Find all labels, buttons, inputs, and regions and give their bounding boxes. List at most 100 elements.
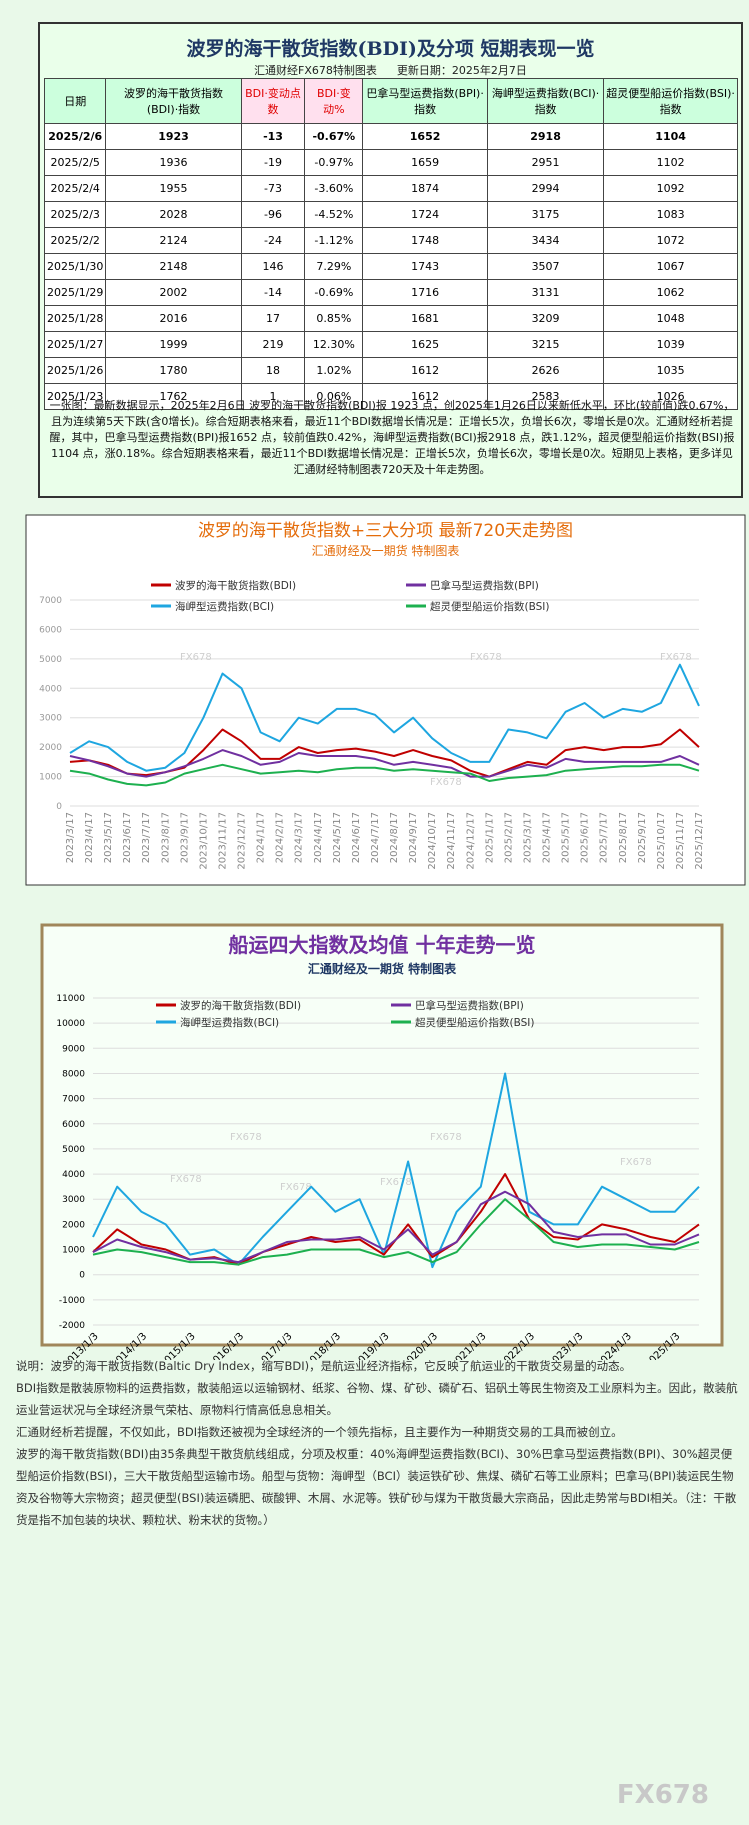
y-tick-label: 4000 [39, 684, 62, 694]
table-cell: 1762 [105, 383, 242, 410]
column-header: 超灵便型船运价指数(BSI)·指数 [603, 78, 738, 124]
x-tick-label: 2025/5/17 [561, 812, 572, 863]
chart-watermark: FX678 [620, 1157, 652, 1168]
summary-text: 一张图：最新数据显示，2025年2月6日 波罗的海干散货指数(BDI)报 192… [49, 399, 735, 476]
table-cell: 2025/2/6 [43, 123, 107, 150]
x-tick-label: 2023/9/17 [179, 812, 190, 863]
legend-label: 海岬型运费指数(BCI) [180, 1016, 279, 1029]
y-tick-label: 7000 [62, 1095, 85, 1105]
x-tick-label: 2025/2/17 [503, 812, 514, 863]
x-tick-label: 2024/1/17 [256, 812, 267, 863]
table-cell: 1026 [603, 383, 738, 410]
note: 汇通财经析若提醒，不仅如此，BDI指数还被视为全球经济的一个领先指标，且主要作为… [16, 1425, 623, 1439]
column-header: 波罗的海干散货指数(BDI)·指数 [105, 78, 242, 124]
series-line [69, 749, 700, 778]
table-row: 2025/1/28 2016 17 0.85% 1681 3209 1048 [43, 305, 738, 332]
chart-subtitle: 汇通财经及一期货 特制图表 [308, 961, 457, 976]
subtitle-line: 汇通财经FX678特制图表 更新日期：2025年2月7日 [40, 62, 741, 78]
chart-title: 船运四大指数及均值 十年走势一览 [229, 933, 536, 957]
data-table: 日期 波罗的海干散货指数(BDI)·指数 BDI·变动点数 BDI·变动% 巴拿马型运费… [43, 78, 738, 410]
table-cell: 3507 [486, 253, 605, 280]
chart-watermark: FX678 [170, 1174, 202, 1185]
x-tick-label: 2024/7/17 [370, 812, 381, 863]
table-title: 波罗的海干散货指数(BDI)及分项 短期表现一览 [186, 38, 595, 60]
table-cell: 1659 [362, 149, 488, 176]
summary-section: 波罗的海干散货指数(BDI)及分项 短期表现一览 汇通财经FX678特制图表 更新… [38, 22, 743, 498]
table-row: 2025/1/23 1762 1 0.06% 1612 2583 1026 [43, 383, 738, 410]
x-tick-label: 2023/11/17 [217, 812, 228, 870]
column-header: 日期 [43, 78, 107, 124]
table-cell: 1104 [603, 123, 738, 150]
table-row: 2025/1/27 1999 219 12.30% 1625 3215 1039 [43, 331, 738, 358]
y-tick-label: 10000 [56, 1019, 85, 1029]
table-cell: 2148 [105, 253, 242, 280]
column-header: BDI·变动% [304, 78, 364, 124]
legend-label: 超灵便型船运价指数(BSI) [430, 600, 549, 613]
table-cell: 1612 [362, 383, 488, 410]
series-line [69, 663, 700, 772]
note: BDI指数是散装原物料的运费指数，散装船运以运输钢材、纸浆、谷物、煤、矿砂、磷矿… [16, 1381, 738, 1417]
column-header: 海岬型运费指数(BCI)·指数 [486, 78, 605, 124]
x-tick-label: 2024/3/17 [294, 812, 305, 863]
x-tick-label: 2025/12/17 [694, 812, 705, 870]
table-cell: 2025/1/27 [43, 331, 107, 358]
x-tick-label: 2025/11/17 [675, 812, 686, 870]
x-tick-label: 2023/10/17 [198, 812, 209, 870]
chart-watermark: FX678 [660, 652, 692, 663]
table-row: 2025/2/2 2124 -24 -1.12% 1748 3434 1072 [43, 227, 738, 254]
chart-title: 波罗的海干散货指数+三大分项 最新720天走势图 [198, 521, 573, 541]
y-tick-label: 2000 [62, 1220, 85, 1230]
series-line [92, 1190, 700, 1264]
x-tick-label: 2024/8/17 [389, 812, 400, 863]
table-cell: 1102 [603, 149, 738, 176]
legend-label: 超灵便型船运价指数(BSI) [415, 1016, 534, 1029]
table-cell: 2951 [486, 149, 605, 176]
table-cell: -96 [240, 201, 306, 228]
table-cell: 1048 [603, 305, 738, 332]
y-tick-label: 4000 [62, 1170, 85, 1180]
table-cell: 2016 [105, 305, 242, 332]
updated: 更新日期：2025年2月7日 [396, 64, 527, 77]
y-tick-label: 11000 [56, 994, 85, 1004]
table-cell: 2025/2/4 [43, 175, 107, 202]
table-cell: 1067 [603, 253, 738, 280]
chart-watermark: FX678 [470, 652, 502, 663]
table-cell: 2025/1/26 [43, 357, 107, 384]
table-cell: 0.06% [304, 383, 364, 410]
y-tick-label: 0 [79, 1271, 85, 1281]
x-tick-label: 2024/11/17 [446, 812, 457, 870]
y-tick-label: -2000 [59, 1321, 85, 1331]
legend-label: 巴拿马型运费指数(BPI) [415, 999, 524, 1012]
x-tick-label: 2023/5/17 [103, 812, 114, 863]
table-cell: 2025/1/30 [43, 253, 107, 280]
table-cell: -4.52% [304, 201, 364, 228]
chart-frame [40, 923, 724, 1347]
note: 波罗的海干散货指数(BDI)由35条典型干散货航线组成，分项及权重：40%海岬型… [16, 1447, 737, 1527]
column-header: BDI·变动点数 [240, 78, 306, 124]
table-cell: 2025/2/3 [43, 201, 107, 228]
table-cell: 2025/1/23 [43, 383, 107, 410]
table-cell: 2025/1/28 [43, 305, 107, 332]
x-tick-label: 2024/10/17 [427, 812, 438, 870]
table-cell: 1955 [105, 175, 242, 202]
y-tick-label: 6000 [62, 1120, 85, 1130]
legend-label: 波罗的海干散货指数(BDI) [175, 579, 296, 592]
y-tick-label: 7000 [39, 596, 62, 606]
chart-watermark: FX678 [430, 777, 462, 788]
table-cell: 3209 [486, 305, 605, 332]
table-row: 2025/1/29 2002 -14 -0.69% 1716 3131 1062 [43, 279, 738, 306]
y-tick-label: 6000 [39, 625, 62, 635]
x-tick-label: 2024/6/17 [351, 812, 362, 863]
watermark: FX678 [616, 1780, 709, 1810]
chart-watermark: FX678 [380, 1177, 412, 1188]
table-row: 2025/2/6 1923 -13 -0.67% 1652 2918 1104 [43, 123, 738, 150]
chart-watermark: FX678 [180, 652, 212, 663]
x-tick-label: 2025/1/17 [484, 812, 495, 863]
table-row: 2025/2/3 2028 -96 -4.52% 1724 3175 1083 [43, 201, 738, 228]
table-cell: 3434 [486, 227, 605, 254]
series-line [69, 763, 700, 787]
table-cell: -0.97% [304, 149, 364, 176]
x-tick-label: 2025/4/17 [542, 812, 553, 863]
note: 说明：波罗的海干散货指数(Baltic Dry Index，缩写BDI)，是航运… [16, 1359, 632, 1373]
